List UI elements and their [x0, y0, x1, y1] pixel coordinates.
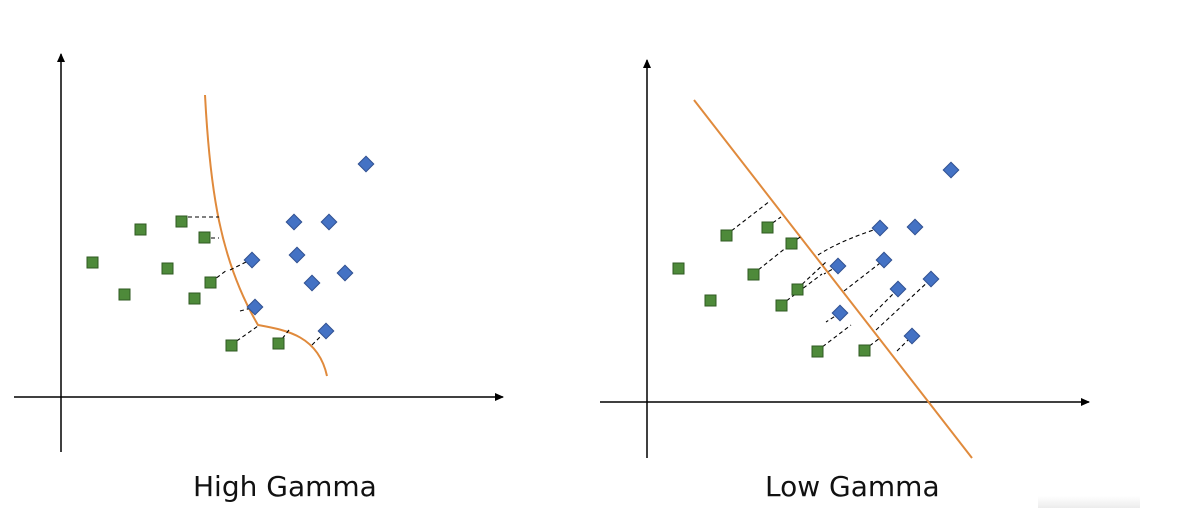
- high-gamma-panel: [14, 53, 504, 452]
- high-gamma-caption: High Gamma: [193, 470, 377, 503]
- blue-diamond-point: [246, 298, 264, 316]
- corner-artifact: [1038, 496, 1140, 508]
- blue-diamond-point: [317, 322, 335, 340]
- dash-line: [843, 259, 885, 292]
- green-square-point: [672, 262, 685, 275]
- blue-diamond-point: [285, 213, 303, 231]
- green-square-point: [161, 262, 174, 275]
- low-gamma-panel: [600, 59, 1090, 459]
- green-square-point: [204, 276, 217, 289]
- class-b-points: [829, 161, 960, 345]
- green-square-point: [761, 221, 774, 234]
- blue-diamond-point: [889, 280, 907, 298]
- blue-diamond-point: [336, 264, 354, 282]
- blue-diamond-point: [320, 213, 338, 231]
- blue-diamond-point: [942, 161, 960, 179]
- dash-line: [875, 278, 932, 331]
- blue-diamond-point: [243, 251, 261, 269]
- blue-diamond-point: [831, 304, 849, 322]
- blue-diamond-point: [357, 155, 375, 173]
- green-square-point: [704, 294, 717, 307]
- dash-line: [230, 325, 259, 346]
- blue-diamond-point: [906, 218, 924, 236]
- blue-diamond-point: [903, 327, 921, 345]
- blue-diamond-point: [922, 270, 940, 288]
- decision-boundary-line: [693, 99, 973, 459]
- green-square-point: [188, 292, 201, 305]
- class-a-points: [672, 221, 871, 358]
- class-a-points: [86, 215, 285, 352]
- green-square-point: [720, 229, 733, 242]
- green-square-point: [791, 283, 804, 296]
- class-b-points: [243, 155, 375, 340]
- green-square-point: [747, 268, 760, 281]
- decision-boundary-curve: [204, 94, 328, 377]
- green-square-point: [811, 345, 824, 358]
- green-square-point: [134, 223, 147, 236]
- dash-line: [239, 306, 256, 312]
- blue-diamond-point: [303, 274, 321, 292]
- green-square-point: [175, 215, 188, 228]
- green-square-point: [86, 256, 99, 269]
- dash-line: [725, 200, 771, 236]
- dash-line: [780, 273, 823, 306]
- green-square-point: [785, 237, 798, 250]
- green-square-point: [858, 344, 871, 357]
- blue-diamond-point: [875, 251, 893, 269]
- low-gamma-caption: Low Gamma: [765, 470, 940, 503]
- dash-line: [817, 227, 881, 256]
- green-square-point: [225, 339, 238, 352]
- blue-diamond-point: [288, 246, 306, 264]
- green-square-point: [118, 288, 131, 301]
- green-square-point: [272, 337, 285, 350]
- green-square-point: [198, 231, 211, 244]
- blue-diamond-point: [871, 219, 889, 237]
- green-square-point: [775, 299, 788, 312]
- blue-diamond-point: [829, 257, 847, 275]
